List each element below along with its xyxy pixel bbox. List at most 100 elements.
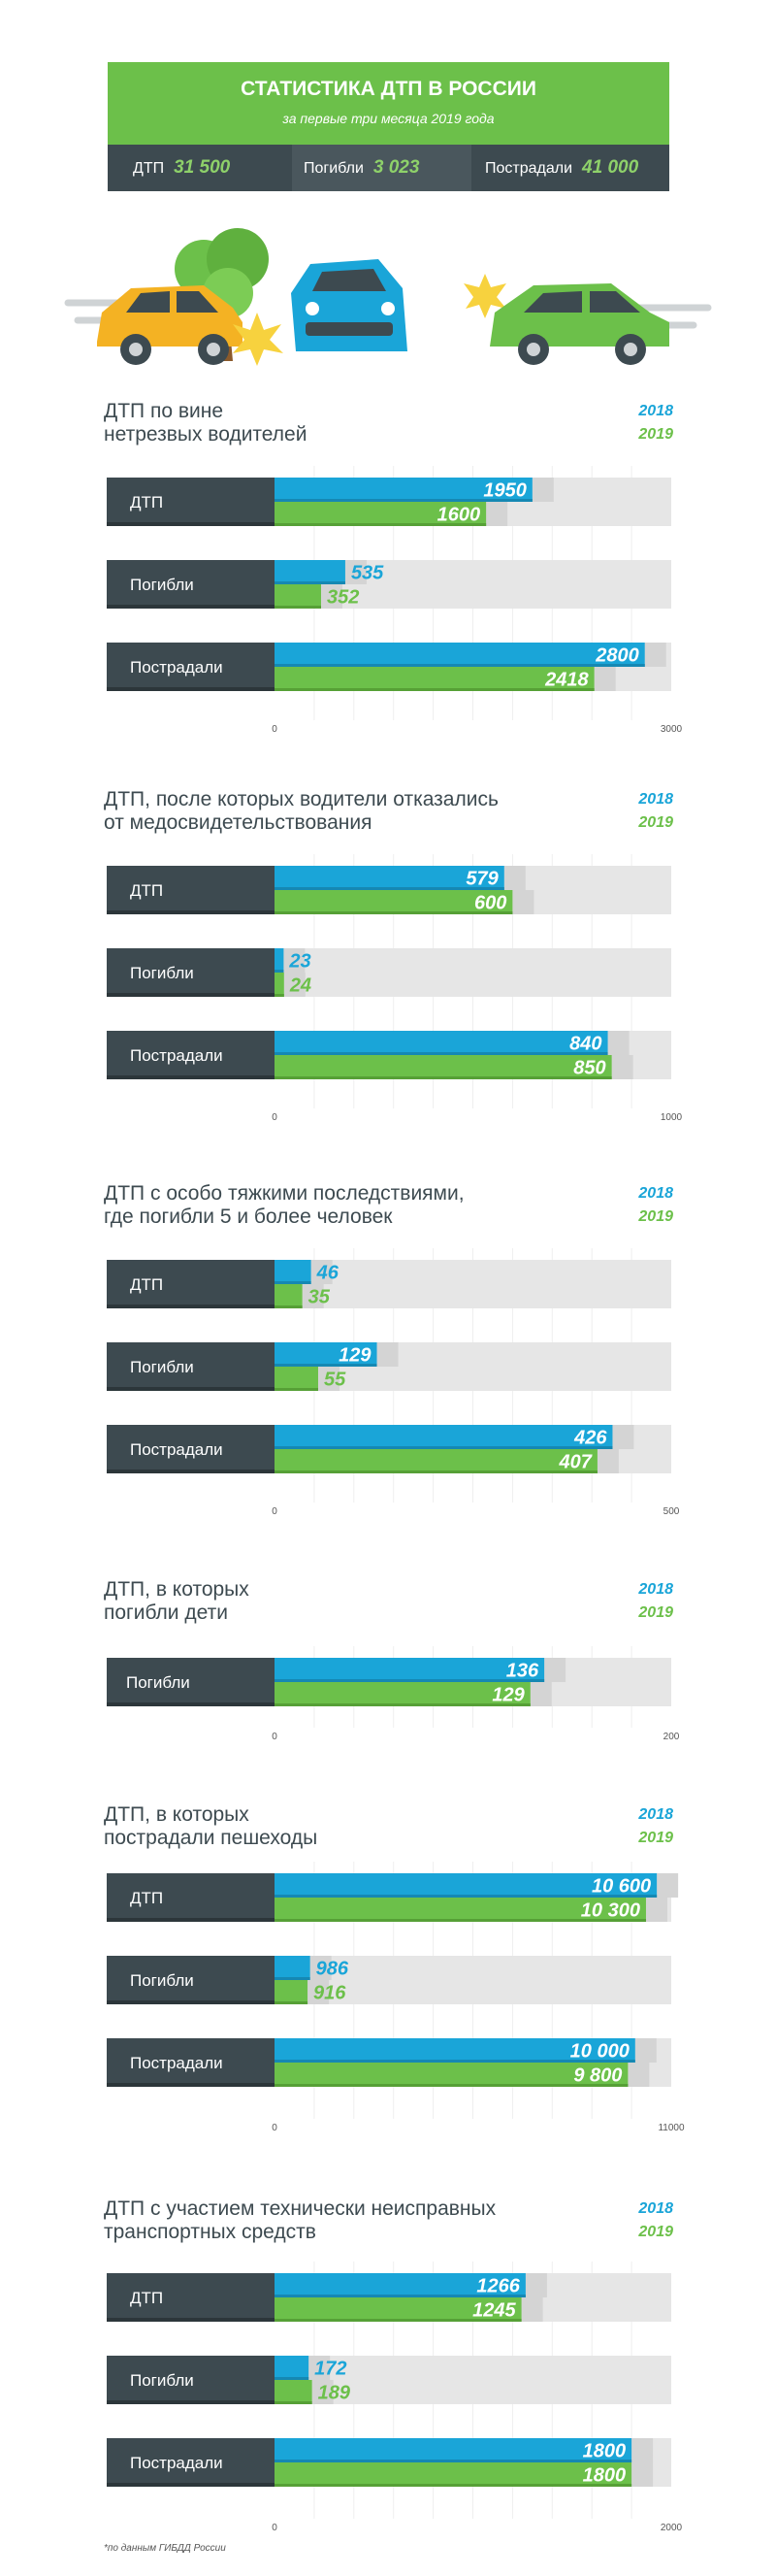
bar-2018 [275,948,284,973]
bar-value-label: 2418 [544,670,589,691]
bar-track [275,1980,671,2004]
axis-tick-max: 3000 [661,724,683,735]
chart-title-line: нетрезвых водителей [104,423,307,446]
bar-edge [275,1679,545,1682]
stat-injured-label: Пострадали [485,160,573,177]
bar-edge [275,523,487,526]
category-label-box [107,1956,275,2004]
bar-2019 [275,1284,303,1308]
category-label: Погибли [126,1673,190,1692]
bar-2019 [275,1980,308,2004]
category-label: Пострадали [130,658,223,677]
bar-shadow [309,1956,332,1980]
bar-2018 [275,560,345,584]
bar-2019 [275,1898,646,1922]
bar-value-label: 1600 [437,505,481,526]
bar-edge [275,911,513,914]
chart-legend: 2018 2019 [621,1803,673,1850]
bar-edge [275,2460,632,2462]
bar-shadow [302,1284,324,1308]
axis-tick-max: 1000 [661,1112,683,1123]
category-label-shadow [107,1387,275,1391]
bar-value-label: 600 [474,893,506,914]
bar-shadow [525,2273,547,2297]
category-label-box [107,1342,275,1391]
chart-title: ДТП с особо тяжкими последствиями, где по… [104,1182,608,1229]
bar-edge [275,1076,612,1079]
bar-2018 [275,1873,658,1898]
bar-shadow [307,1980,330,2004]
category-label-shadow [107,910,275,914]
axis-tick-max: 500 [663,1506,680,1517]
chart-title-line: от медосвидетельствования [104,811,372,834]
bar-shadow [611,1055,633,1079]
bar-edge [275,1388,318,1391]
category-label: ДТП [130,881,163,900]
bar-track [275,1956,671,1980]
legend-item-2019: 2019 [638,2224,673,2240]
chart-title: ДТП, после которых водители отказались от… [104,788,608,835]
bar-2019 [275,973,284,997]
bar-value-label: 24 [289,975,311,997]
bar-edge [275,970,284,973]
bar-edge [275,2001,308,2004]
category-label-shadow [107,993,275,997]
bar-2019 [275,890,513,914]
bar-2019 [275,584,321,609]
category-label-box [107,2438,275,2487]
axis-tick-min: 0 [272,724,277,735]
header-top: СТАТИСТИКА ДТП В РОССИИ за первые три ме… [108,62,669,145]
bar-shadow [631,2438,654,2462]
bar-value-label: 172 [314,2359,346,2380]
bar-value-label: 1800 [583,2465,627,2487]
bar-value-label: 46 [316,1263,340,1284]
chart-title-line: где погибли 5 и более человек [104,1205,393,1228]
stat-deaths-value: 3 023 [372,157,420,178]
bar-shadow [521,2297,543,2322]
bar-shadow [320,584,342,609]
bar-value-label: 2800 [595,645,639,667]
axis-tick-max: 11000 [658,2123,685,2133]
bar-shadow [628,2063,650,2087]
bar-value-label: 129 [492,1685,525,1706]
bar-edge [275,2377,309,2380]
category-label-shadow [107,1470,275,1473]
bar-2018 [275,643,645,667]
bar-edge [275,2295,526,2297]
bar-shadow [532,478,554,502]
category-label-shadow [107,2483,275,2487]
chart-title-line: транспортных средств [104,2221,316,2243]
axis-tick-min: 0 [272,1506,277,1517]
axis-tick-min: 0 [272,1112,277,1123]
category-label-box [107,2356,275,2404]
bar-2018 [275,1425,613,1449]
legend-item-2018: 2018 [638,2200,673,2217]
bar-shadow [308,2356,331,2380]
bar-edge [275,1470,598,1473]
yellow-car-icon [97,285,242,365]
bar-value-label: 55 [324,1370,346,1391]
category-label: Пострадали [130,1046,223,1065]
bar-value-label: 23 [288,951,310,973]
bar-edge [275,2484,632,2487]
category-label-shadow [107,1918,275,1922]
category-label-box [107,1873,275,1922]
bar-edge [275,1895,658,1898]
bar-edge [275,2060,635,2063]
bar-2018 [275,1031,608,1055]
bar-shadow [645,1898,667,1922]
category-label-shadow [107,2083,275,2087]
chart-title-line: ДТП по вине [104,400,224,422]
stat-accidents: ДТП 31 500 [108,145,292,191]
bar-shadow [376,1342,399,1367]
bar-shadow [594,667,616,691]
legend-item-2018: 2018 [638,791,673,808]
legend-item-2018: 2018 [638,403,673,419]
bar-shadow [310,1260,333,1284]
chart-legend: 2018 2019 [621,788,673,835]
bar-edge [275,1281,311,1284]
stat-accidents-value: 31 500 [174,157,231,178]
bar-edge [275,1052,608,1055]
bar-shadow [486,502,508,526]
